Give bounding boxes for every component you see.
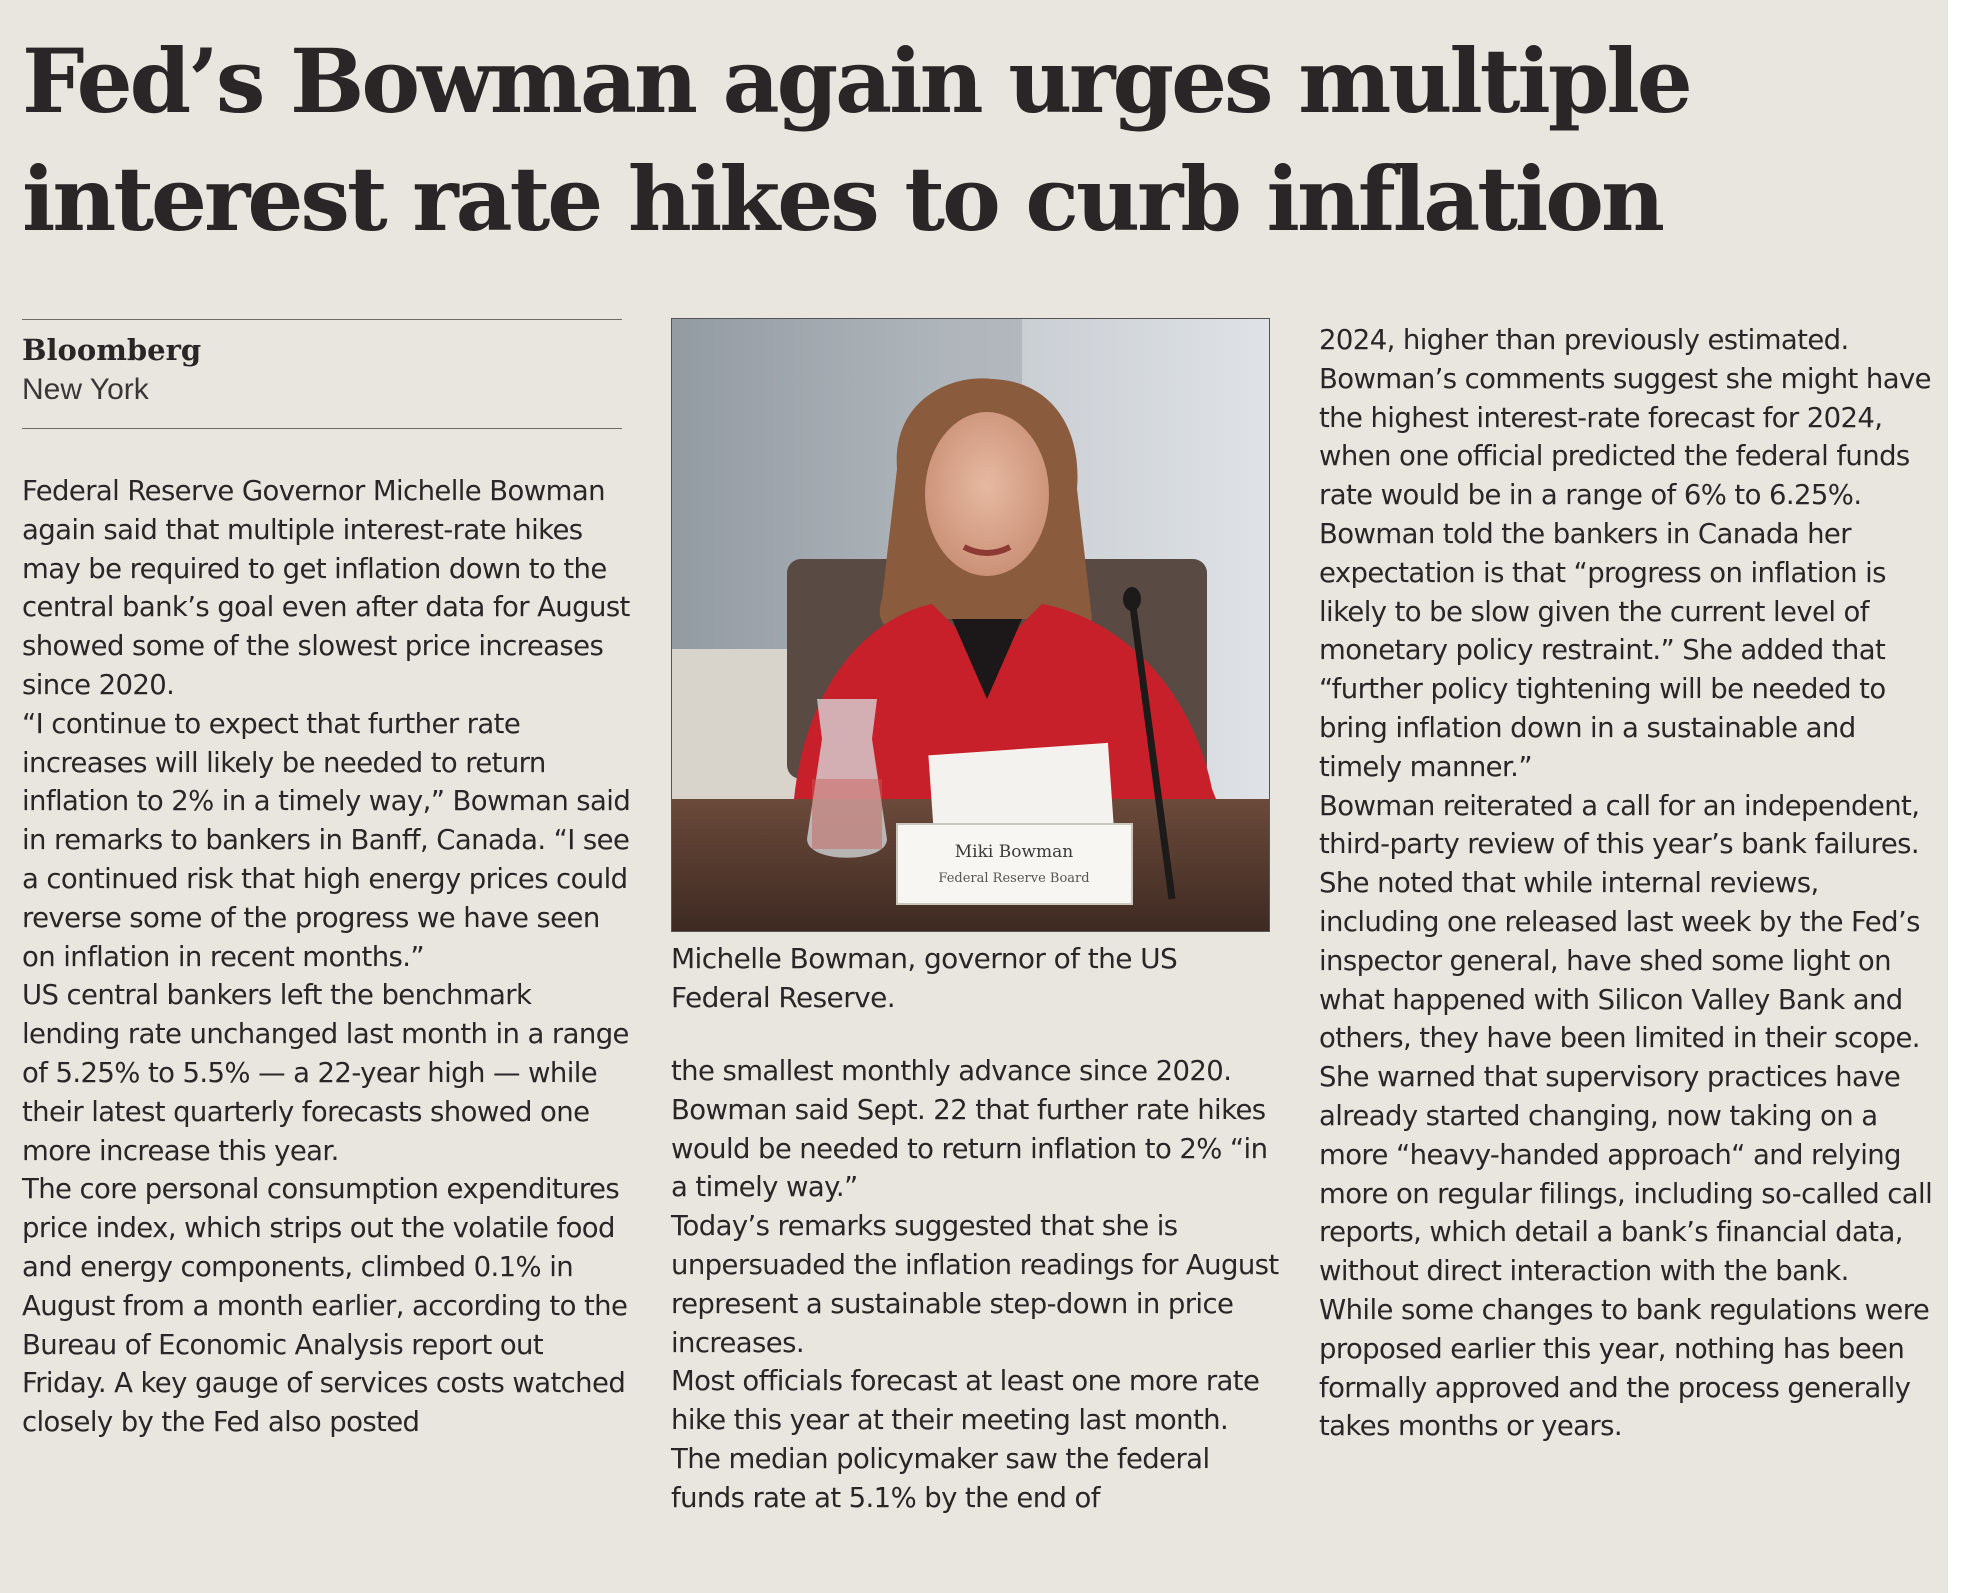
byline-source: Bloomberg (22, 333, 202, 367)
paragraph: While some changes to bank regulations w… (1319, 1293, 1930, 1443)
paragraph: Most officials forecast at least one mor… (671, 1365, 1260, 1514)
byline-dateline: New York (22, 373, 149, 406)
headline-line-2: interest rate hikes to curb inflation (22, 147, 1665, 251)
photo-illustration: Miki Bowman Federal Reserve Board (672, 319, 1269, 931)
paragraph: Bowman reiterated a call for an independ… (1319, 789, 1921, 1055)
photo-face (925, 412, 1049, 576)
paragraph: Today’s remarks suggested that she is un… (671, 1210, 1279, 1359)
paragraph: US central bankers left the benchmark le… (22, 979, 629, 1167)
article-column-1: Federal Reserve Governor Michelle Bowman… (22, 472, 632, 1442)
photo-caption: Michelle Bowman, governor of the US Fede… (671, 942, 1178, 1014)
nameplate-title: Federal Reserve Board (938, 871, 1089, 886)
headline: Fed’s Bowman again urges multiple intere… (22, 22, 1942, 258)
nameplate-name: Miki Bowman (955, 842, 1074, 862)
paragraph: “I continue to expect that further rate … (22, 707, 631, 973)
paragraph: the smallest monthly advance since 2020. (671, 1055, 1232, 1087)
paragraph: Federal Reserve Governor Michelle Bowman… (22, 475, 630, 701)
headline-line-1: Fed’s Bowman again urges multiple (22, 29, 1693, 133)
article-photo: Miki Bowman Federal Reserve Board (671, 318, 1270, 932)
photo-microphone-head (1123, 587, 1141, 611)
photo-mouth (962, 544, 1012, 556)
byline-bottom-rule (22, 428, 622, 429)
paragraph: The core personal consumption expenditur… (22, 1173, 628, 1439)
photo-nameplate (896, 823, 1133, 905)
paragraph: 2024, higher than previously estimated. … (1319, 324, 1932, 512)
byline-top-rule (22, 319, 622, 320)
article-column-3: 2024, higher than previously estimated. … (1319, 321, 1945, 1446)
article-column-2: the smallest monthly advance since 2020.… (671, 1052, 1281, 1518)
photo-top (952, 619, 1022, 699)
paragraph: She warned that supervisory practices ha… (1319, 1061, 1933, 1288)
photo-carafe-water (812, 779, 882, 849)
paragraph: Bowman told the bankers in Canada her ex… (1319, 517, 1886, 783)
photo-microphone (1128, 598, 1176, 900)
paragraph: Bowman said Sept. 22 that further rate h… (671, 1093, 1268, 1204)
photo-jacket (792, 604, 1232, 839)
photo-carafe (807, 699, 887, 858)
